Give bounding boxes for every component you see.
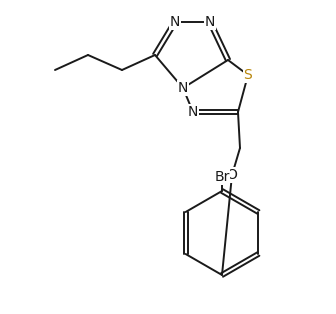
- Text: Br: Br: [214, 170, 230, 184]
- Text: N: N: [170, 15, 180, 29]
- Text: O: O: [226, 168, 238, 182]
- Text: N: N: [178, 81, 188, 95]
- Text: N: N: [188, 105, 198, 119]
- Text: N: N: [205, 15, 215, 29]
- Text: S: S: [244, 68, 252, 82]
